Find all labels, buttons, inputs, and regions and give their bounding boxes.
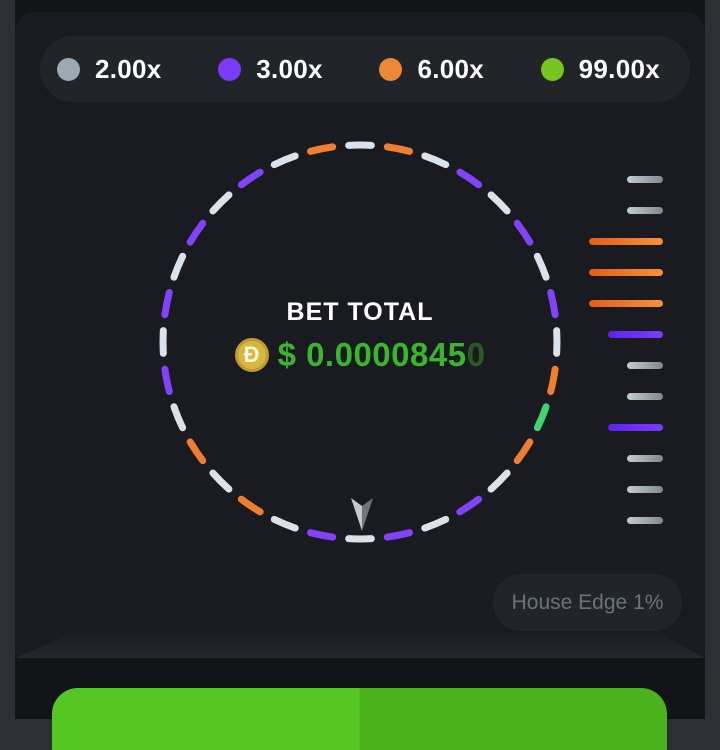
wheel-segment-white	[425, 156, 446, 165]
wheel-pointer	[351, 498, 373, 531]
history-bar-3.00x	[608, 424, 663, 431]
wheel-segment-white	[491, 195, 507, 211]
house-edge-badge: House Edge 1%	[493, 574, 682, 631]
history-bar-2.00x	[627, 486, 663, 493]
history-bar-2.00x	[627, 455, 663, 462]
house-edge-label: House Edge 1%	[512, 591, 664, 615]
wheel-segment-white	[174, 256, 183, 277]
wheel-segment-orange	[387, 147, 409, 151]
wheel-segment-white	[537, 256, 546, 277]
wheel-segment-purple	[241, 172, 260, 185]
wheel-segment-white	[425, 519, 446, 528]
wheel-segment-white	[491, 473, 507, 489]
history-bar-6.00x	[589, 300, 663, 307]
wheel-segment-orange	[241, 499, 260, 512]
history-bar-2.00x	[627, 362, 663, 369]
stage-floor	[15, 632, 705, 658]
wheel-segment-orange	[551, 369, 555, 391]
wheel-segment-purple	[387, 533, 409, 537]
history-bar-3.00x	[608, 331, 663, 338]
history-bar-2.00x	[627, 517, 663, 524]
wheel-segment-purple	[517, 223, 530, 242]
bet-button[interactable]	[52, 688, 667, 750]
wheel-segment-green	[537, 407, 546, 428]
wheel-segment-purple	[460, 172, 479, 185]
wheel-segment-orange	[190, 442, 203, 461]
wheel-segment-orange	[517, 442, 530, 461]
wheel-segment-purple	[311, 533, 333, 537]
history-bar-2.00x	[627, 393, 663, 400]
wheel-segment-white	[213, 473, 229, 489]
wheel-segment-purple	[165, 293, 169, 315]
wheel-segment-white	[174, 407, 183, 428]
wheel-segment-white	[274, 519, 295, 528]
wheel-ring	[163, 145, 557, 539]
wheel-pointer-right	[362, 498, 373, 531]
history-bar-6.00x	[589, 238, 663, 245]
wheel-segment-purple	[190, 223, 203, 242]
wheel-segment-purple	[551, 293, 555, 315]
history-bar-2.00x	[627, 176, 663, 183]
wheel-segment-purple	[165, 369, 169, 391]
wheel-segment-purple	[460, 499, 479, 512]
wheel-segment-white	[213, 195, 229, 211]
wheel-segment-orange	[311, 147, 333, 151]
result-history	[589, 176, 663, 524]
wheel-segment-white	[274, 156, 295, 165]
history-bar-6.00x	[589, 269, 663, 276]
history-bar-2.00x	[627, 207, 663, 214]
wheel-pointer-left	[351, 498, 362, 531]
